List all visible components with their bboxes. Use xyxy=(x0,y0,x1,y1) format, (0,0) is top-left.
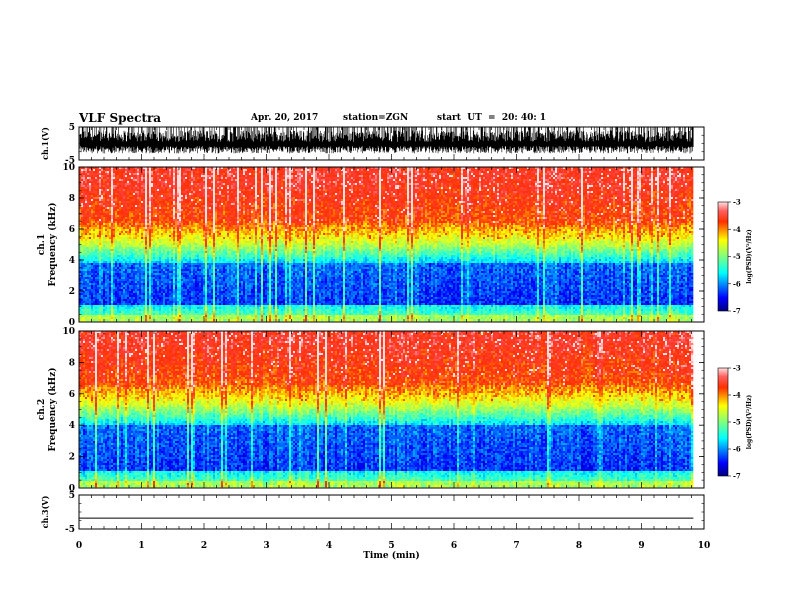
y-tick-label: 8 xyxy=(69,358,75,368)
x-axis-label: Time (min) xyxy=(363,550,420,561)
colorbar-label: log(PSD)(V²/Hz) xyxy=(746,395,753,450)
ch1-waveform-trace xyxy=(79,127,694,154)
x-tick-label: 7 xyxy=(513,541,519,551)
frequency-axis-label: Frequency (kHz) xyxy=(47,367,58,451)
colorbar xyxy=(717,367,729,477)
y-tick-label: 4 xyxy=(69,256,75,266)
ch2-spectrogram-panel: 0 2 4 6 8 10 ch.2 Frequency (kHz) xyxy=(37,327,705,494)
y-tick-label: -5 xyxy=(65,156,75,166)
y-tick-label: 6 xyxy=(69,225,75,235)
y-tick-label: 0 xyxy=(69,318,75,328)
colorbar-tick-label: -4 xyxy=(733,225,741,234)
frequency-axis-label: Frequency (kHz) xyxy=(47,202,58,286)
colorbar-tick-label: -4 xyxy=(733,391,741,400)
date-label: Apr. 20, 2017 xyxy=(251,113,318,123)
chart-title: VLF Spectra xyxy=(79,111,161,125)
x-tick-label: 0 xyxy=(76,541,82,551)
y-tick-label: 5 xyxy=(69,491,75,501)
spectrogram-channel-label: ch.2 xyxy=(37,399,47,420)
colorbar-tick-label: -5 xyxy=(733,252,741,261)
ch1-waveform-panel: 5 -5 ch.1(V) xyxy=(40,123,705,166)
y-tick-label: 0 xyxy=(69,484,75,494)
x-tick-label: 5 xyxy=(388,541,394,551)
colorbar-tick-label: -7 xyxy=(733,307,741,316)
start-time-label: start UT = 20: 40: 1 xyxy=(437,113,546,123)
y-tick-label: 10 xyxy=(62,327,75,337)
colorbar-tick-label: -7 xyxy=(733,472,741,481)
spectrogram-channel-label: ch.1 xyxy=(37,234,47,255)
y-tick-label: 2 xyxy=(69,287,75,297)
spectrogram-cells xyxy=(79,167,694,322)
x-tick-label: 6 xyxy=(451,541,457,551)
ch3-y-label: ch.3(V) xyxy=(40,495,50,528)
x-tick-label: 4 xyxy=(326,541,332,551)
colorbar-tick-label: -3 xyxy=(733,364,741,373)
ch1-y-label: ch.1(V) xyxy=(40,127,50,160)
x-tick-label: 9 xyxy=(638,541,644,551)
y-tick-label: 2 xyxy=(69,453,75,463)
colorbar xyxy=(717,201,729,312)
ch1-spectrogram-panel: 0 2 4 6 8 10 ch.1 Frequency (kHz) xyxy=(37,163,705,328)
x-tick-label: 1 xyxy=(138,541,144,551)
y-tick-label: 4 xyxy=(69,421,75,431)
x-tick-label: 2 xyxy=(201,541,207,551)
x-tick-label: 8 xyxy=(576,541,582,551)
colorbar-label: log(PSD)(V²/Hz) xyxy=(746,229,753,284)
y-tick-label: 8 xyxy=(69,194,75,204)
station-label: station=ZGN xyxy=(343,113,408,123)
colorbar-tick-label: -3 xyxy=(733,198,741,207)
ch3-waveform-panel: 5 -5 ch.3(V) xyxy=(40,491,705,535)
x-tick-label: 10 xyxy=(698,541,711,551)
y-tick-label: 6 xyxy=(69,390,75,400)
x-tick-label: 3 xyxy=(263,541,269,551)
y-tick-label: -5 xyxy=(65,525,75,535)
colorbar-tick-label: -6 xyxy=(733,445,741,454)
spectrogram-cells xyxy=(79,331,694,488)
colorbars: -3 -4 -5 -6 -7 log(PSD)(V²/Hz) -3 -4 -5 -6 -7 log(P… xyxy=(717,198,753,481)
colorbar-tick-label: -5 xyxy=(733,418,741,427)
y-tick-label: 5 xyxy=(69,123,75,133)
y-tick-label: 10 xyxy=(62,163,75,173)
time-axis: 0 1 2 3 4 5 6 7 8 9 10 Time (min) xyxy=(76,541,710,561)
colorbar-tick-label: -6 xyxy=(733,279,741,288)
